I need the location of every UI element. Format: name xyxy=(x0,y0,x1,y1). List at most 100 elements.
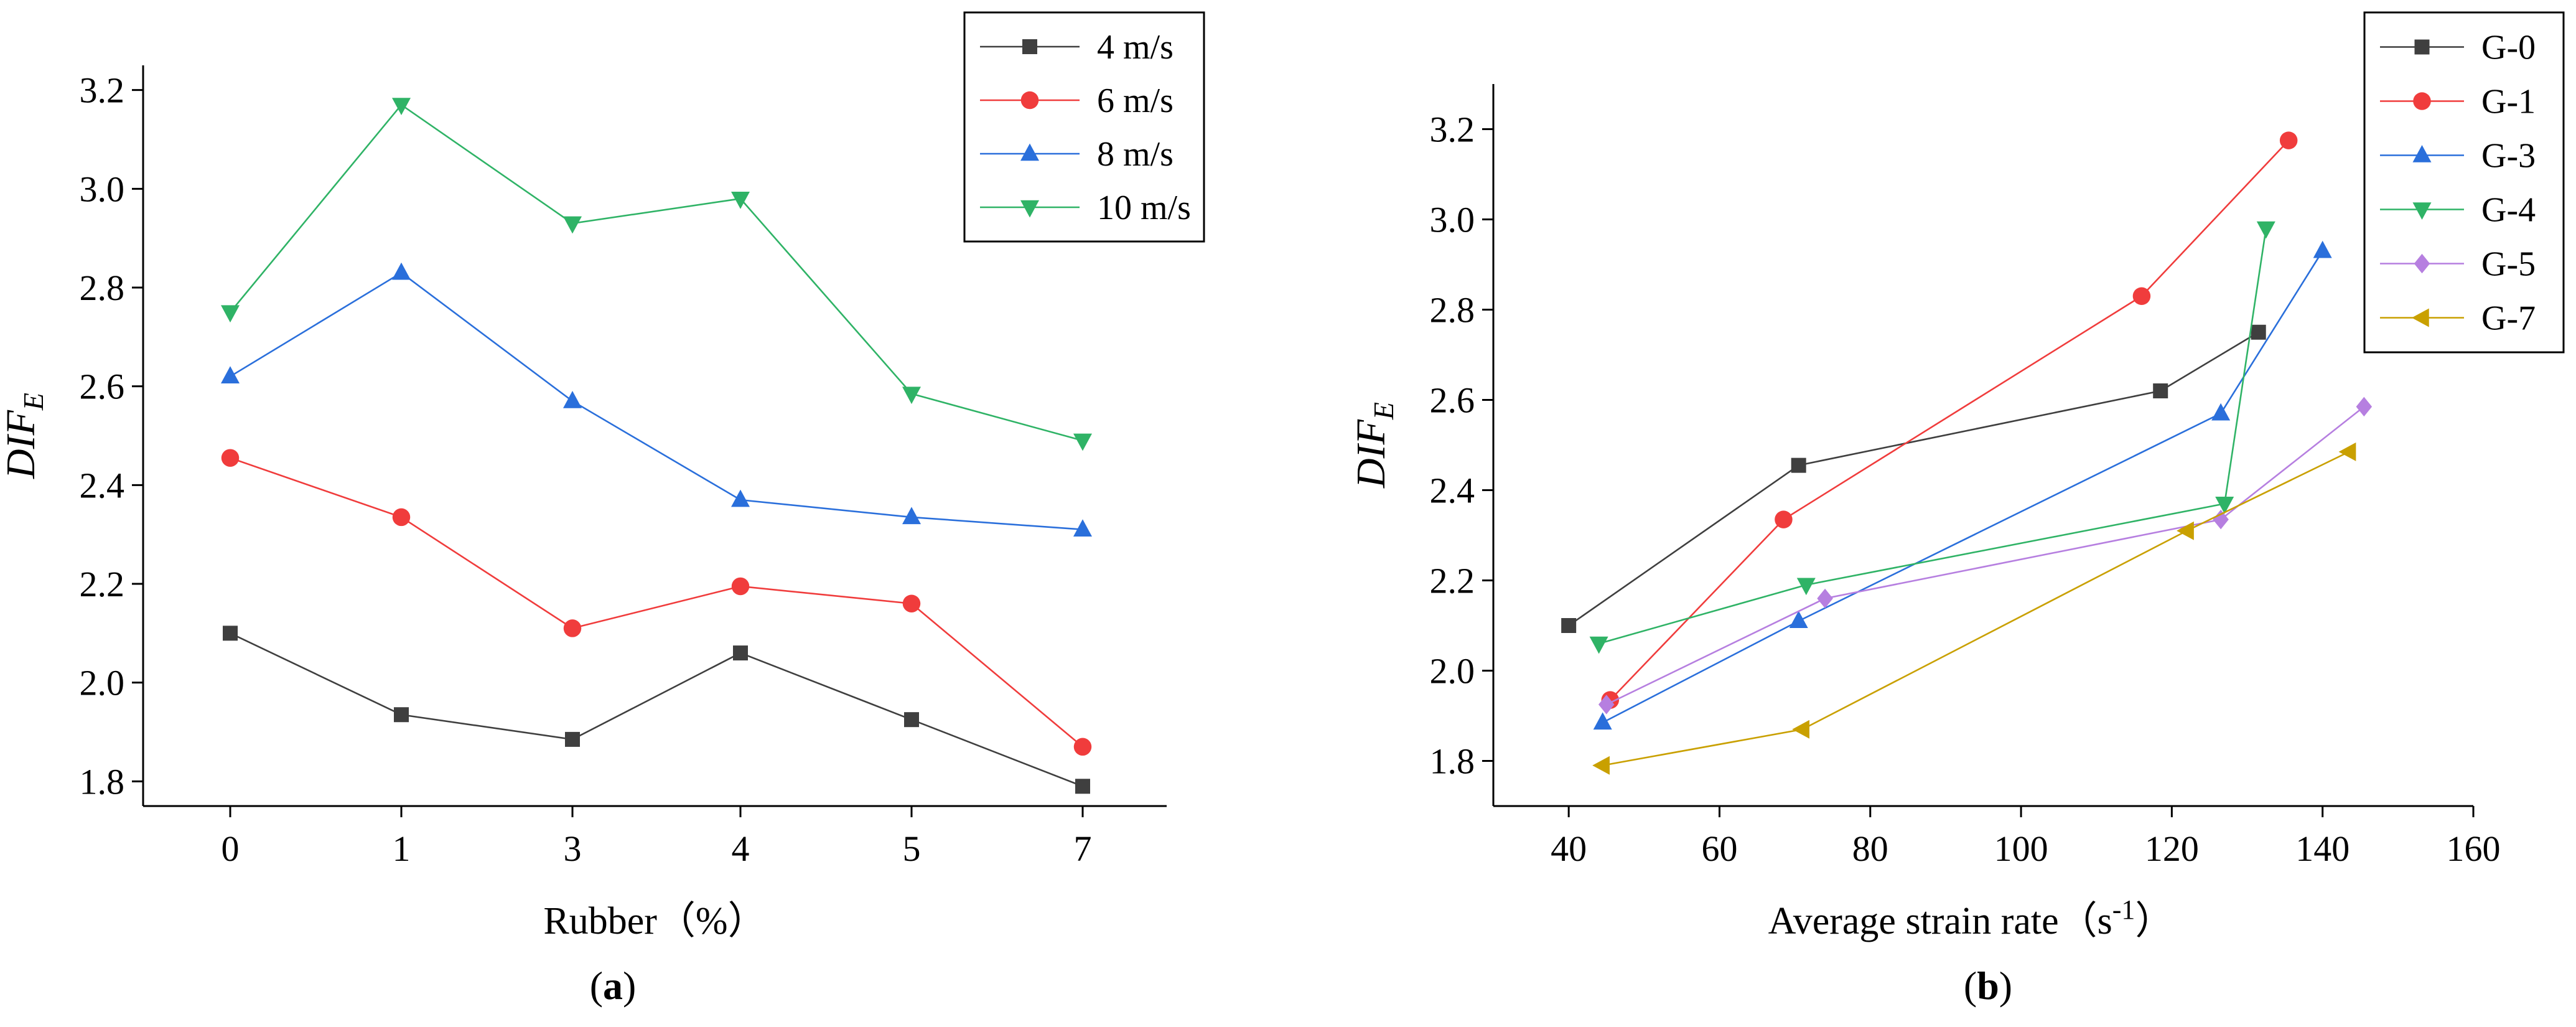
y-tick-label: 2.6 xyxy=(1430,380,1475,421)
x-tick-label: 100 xyxy=(1994,828,2048,869)
legend-marker-g-5 xyxy=(2414,253,2430,274)
data-point-6-m-s xyxy=(392,508,411,527)
data-point-10-m-s xyxy=(563,216,582,234)
series-line-4-m-s xyxy=(230,632,1083,787)
legend-marker-g-4 xyxy=(2412,202,2432,220)
y-tick-label: 3.0 xyxy=(1430,200,1475,240)
legend-label-g-5: G-5 xyxy=(2481,245,2536,284)
data-point-g-1 xyxy=(1775,510,1793,528)
data-point-g-4 xyxy=(1796,578,1816,596)
legend-box xyxy=(2363,11,2565,354)
data-point-4-m-s xyxy=(394,707,409,723)
y-tick-label: 1.8 xyxy=(1430,741,1475,782)
chart-b: 1.8 2.0 2.2 2.4 2.6 2.8 3.0 3.2 40 60 80 100 120 140 1… xyxy=(1348,84,2501,942)
x-tick-label: 60 xyxy=(1701,828,1737,869)
data-point-g-7 xyxy=(2177,521,2194,540)
legend-label-g-7: G-7 xyxy=(2481,299,2536,338)
x-axis-title-main: Average strain rate（s xyxy=(1768,900,2112,942)
data-point-g-0 xyxy=(2153,383,2168,398)
data-point-g-3 xyxy=(1593,712,1612,730)
y-tick-label: 2.0 xyxy=(1430,651,1475,692)
series-line-g-5 xyxy=(1606,406,2365,706)
panel-caption-a: (a) xyxy=(590,964,637,1008)
data-point-g-4 xyxy=(2215,497,2234,514)
data-point-g-5 xyxy=(1817,588,1833,609)
data-point-g-5 xyxy=(2213,509,2229,530)
data-point-6-m-s xyxy=(563,619,582,637)
data-point-g-0 xyxy=(1791,457,1806,473)
y-axis-title: DIFE xyxy=(0,393,49,479)
legend-label-g-3: G-3 xyxy=(2481,137,2536,176)
caption-open: ( xyxy=(1964,964,1977,1008)
data-point-g-3 xyxy=(1789,611,1808,628)
y-tick-label: 2.4 xyxy=(1430,471,1475,511)
y-axis-title-sub: E xyxy=(17,393,49,411)
y-tick-label: 1.8 xyxy=(80,761,125,802)
chart-a: 1.8 2.0 2.2 2.4 2.6 2.8 3.0 3.2 0 1 3 4 5 7 DIFE Rubber… xyxy=(0,65,1167,942)
y-tick-label: 3.0 xyxy=(80,169,125,209)
data-point-g-4 xyxy=(2256,221,2275,239)
data-point-8-m-s xyxy=(392,262,411,280)
data-point-g-7 xyxy=(2338,442,2356,461)
data-point-6-m-s xyxy=(1073,738,1092,756)
y-tick-label: 2.2 xyxy=(1430,561,1475,601)
caption-letter: a xyxy=(603,964,623,1008)
data-point-4-m-s xyxy=(904,712,919,728)
data-point-10-m-s xyxy=(392,98,411,115)
data-point-10-m-s xyxy=(221,305,240,323)
series-line-g-4 xyxy=(1598,228,2267,645)
x-tick-label: 3 xyxy=(564,828,582,869)
series-line-10-m-s xyxy=(229,103,1083,442)
data-point-g-1 xyxy=(2132,287,2151,305)
data-point-4-m-s xyxy=(1075,779,1090,794)
x-axis-title: Rubber（%） xyxy=(543,900,766,942)
data-point-g-1 xyxy=(2279,131,2298,149)
legend-label-g-0: G-0 xyxy=(2481,29,2536,67)
legend-marker-10-m-s xyxy=(1020,200,1039,218)
data-point-g-4 xyxy=(1589,636,1608,654)
caption-letter: b xyxy=(1977,964,1999,1008)
data-point-6-m-s xyxy=(902,594,921,612)
data-point-g-0 xyxy=(1561,618,1577,633)
series-line-6-m-s xyxy=(230,457,1083,748)
y-tick-label: 3.2 xyxy=(80,70,125,111)
x-tick-label: 1 xyxy=(393,828,411,869)
y-tick-label: 2.8 xyxy=(1430,290,1475,331)
x-tick-label: 5 xyxy=(903,828,921,869)
x-tick-label: 160 xyxy=(2447,828,2501,869)
legend-marker-4-m-s xyxy=(1022,39,1037,54)
x-tick-label: 0 xyxy=(222,828,240,869)
data-point-10-m-s xyxy=(1073,433,1092,451)
data-point-4-m-s xyxy=(733,645,748,661)
y-axis-title: DIFE xyxy=(1348,402,1399,489)
legend-label-6-m-s: 6 m/s xyxy=(1097,82,1174,120)
caption-close: ) xyxy=(1999,964,2012,1008)
legend-label-g-1: G-1 xyxy=(2481,83,2536,121)
series-line-g-7 xyxy=(1602,451,2350,767)
data-point-8-m-s xyxy=(1073,519,1092,537)
series-line-g-1 xyxy=(1609,139,2290,701)
x-tick-label: 140 xyxy=(2295,828,2350,869)
x-tick-label: 7 xyxy=(1074,828,1092,869)
x-tick-label: 40 xyxy=(1551,828,1587,869)
x-tick-label: 120 xyxy=(2145,828,2199,869)
data-point-6-m-s xyxy=(731,577,750,596)
legend-marker-6-m-s xyxy=(1020,91,1039,110)
y-tick-label: 3.2 xyxy=(1430,110,1475,150)
legend-box xyxy=(963,11,1205,243)
y-tick-label: 2.6 xyxy=(80,367,125,407)
panel-caption-b: (b) xyxy=(1964,964,2012,1008)
data-point-g-5 xyxy=(1598,695,1615,715)
series-line-8-m-s xyxy=(230,271,1083,531)
y-tick-label: 2.8 xyxy=(80,268,125,308)
legend-label-8-m-s: 8 m/s xyxy=(1097,135,1174,174)
data-point-g-7 xyxy=(1792,720,1809,739)
data-point-g-7 xyxy=(1592,756,1610,775)
data-point-8-m-s xyxy=(902,507,921,525)
series-line-g-3 xyxy=(1602,250,2323,724)
caption-open: ( xyxy=(590,964,603,1008)
data-point-g-5 xyxy=(2356,396,2373,417)
legend-b: G-0 G-1 G-3 G-4 G-5 G-7 xyxy=(2363,11,2565,354)
data-point-4-m-s xyxy=(565,731,580,747)
